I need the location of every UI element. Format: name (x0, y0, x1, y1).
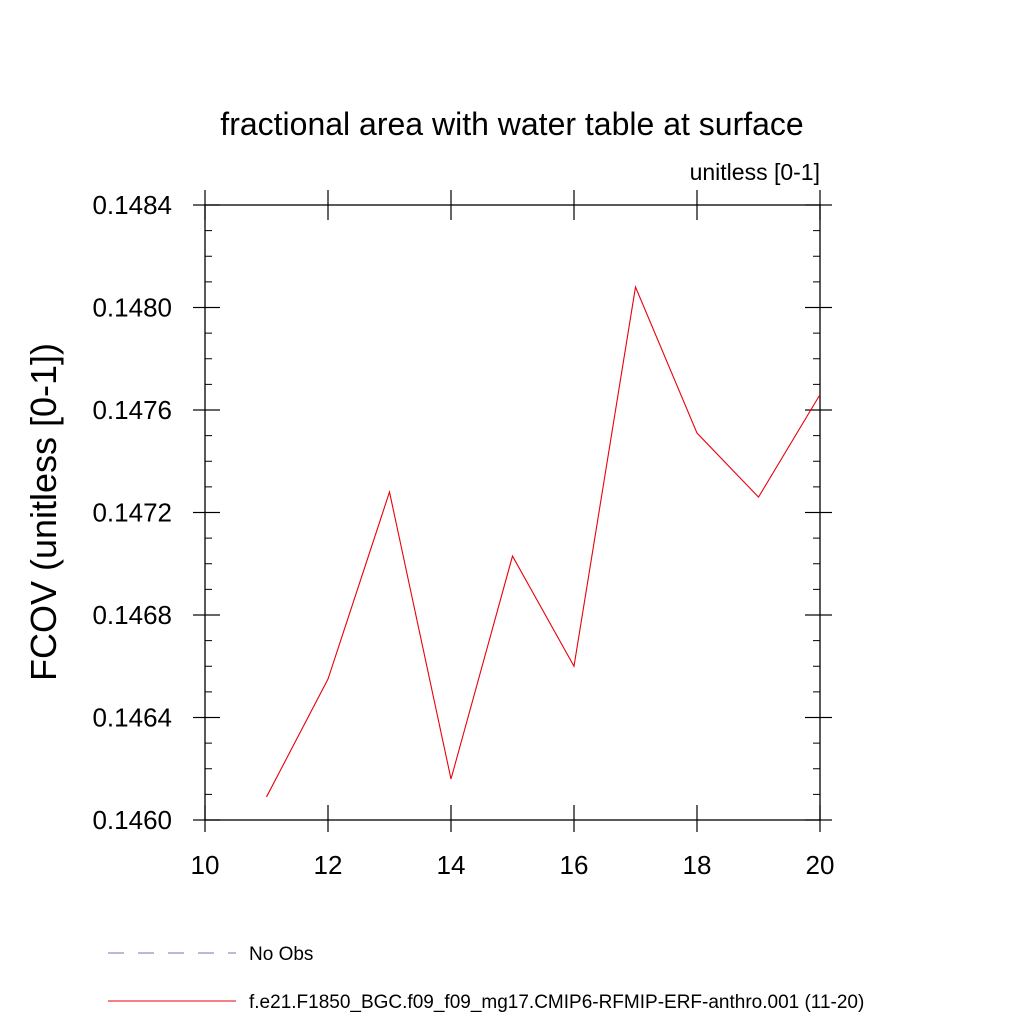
legend: No Obs f.e21.F1850_BGC.f09_f09_mg17.CMIP6… (108, 944, 864, 1013)
series-line-0 (266, 285, 821, 798)
x-tick-label: 18 (683, 850, 712, 880)
legend-label: f.e21.F1850_BGC.f09_f09_mg17.CMIP6-RFMIP… (249, 992, 864, 1013)
tick-labels: 10 12 14 16 18 20 0.1460 0.1464 0.1468 0.1472 0.14… (92, 190, 834, 880)
y-tick-label: 0.1480 (92, 293, 172, 323)
plot-frame (204, 204, 821, 821)
y-tick-label: 0.1484 (92, 190, 172, 220)
legend-label: No Obs (249, 944, 313, 965)
y-tick-label: 0.1472 (92, 498, 172, 528)
y-tick-label: 0.1464 (92, 703, 172, 733)
axis-ticks (193, 190, 832, 832)
y-axis-label: FCOV (unitless [0-1]) (23, 343, 64, 681)
y-tick-label: 0.1468 (92, 600, 172, 630)
y-tick-label: 0.1460 (92, 805, 172, 835)
x-tick-label: 20 (806, 850, 835, 880)
x-tick-label: 10 (191, 850, 220, 880)
x-tick-label: 12 (314, 850, 343, 880)
x-tick-label: 16 (560, 850, 589, 880)
chart-title: fractional area with water table at surf… (220, 106, 803, 142)
y-tick-label: 0.1476 (92, 395, 172, 425)
units-label: unitless [0-1] (690, 159, 820, 185)
x-tick-label: 14 (437, 850, 466, 880)
series-layer (266, 285, 821, 798)
